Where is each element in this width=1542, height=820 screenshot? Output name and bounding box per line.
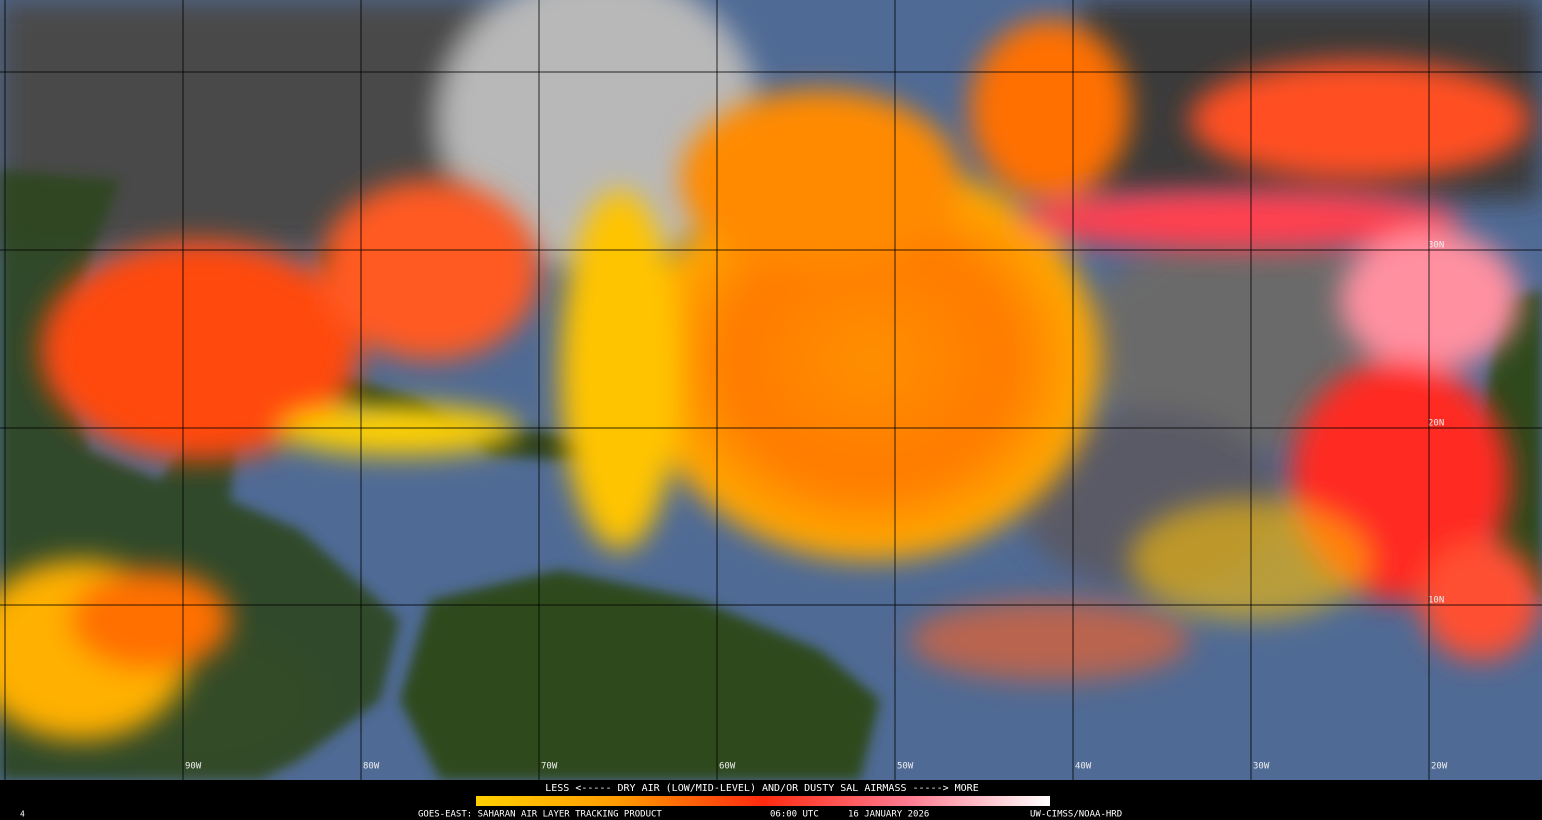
date: 16 JANUARY 2026 (848, 810, 929, 820)
longitude-label: 70W (541, 762, 558, 772)
credit: UW-CIMSS/NOAA-HRD (1030, 810, 1122, 820)
imagery (0, 0, 1542, 780)
longitude-label: 30W (1253, 762, 1270, 772)
longitude-label: 20W (1431, 762, 1448, 772)
longitude-label: 50W (897, 762, 914, 772)
latitude-label: 30N (1428, 241, 1444, 251)
latitude-label: 20N (1428, 419, 1444, 429)
longitude-label: 80W (363, 762, 380, 772)
legend-caption: LESS <----- DRY AIR (LOW/MID-LEVEL) AND/… (545, 783, 978, 794)
product-name: GOES-EAST: SAHARAN AIR LAYER TRACKING PR… (418, 810, 662, 820)
longitude-label: 40W (1075, 762, 1092, 772)
graticule: 30N 20N 10N 90W 80W 70W 60W 50W 40W 30W 20W (0, 0, 1542, 780)
color-scale (476, 796, 1050, 806)
frame-number: 4 (20, 810, 25, 819)
time: 06:00 UTC (770, 810, 819, 820)
longitude-label: 60W (719, 762, 736, 772)
longitude-label: 90W (185, 762, 202, 772)
latitude-label: 10N (1428, 596, 1444, 606)
